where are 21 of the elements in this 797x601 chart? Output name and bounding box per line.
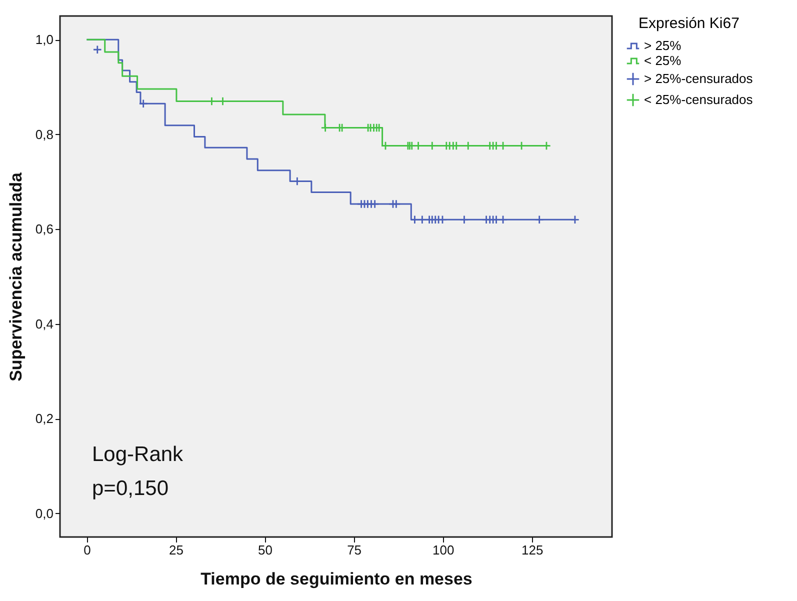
y-tick-label: 0,2 bbox=[35, 411, 54, 426]
y-tick-label: 0,6 bbox=[35, 222, 54, 237]
legend-label: > 25% bbox=[644, 38, 682, 53]
y-tick-label: 0,8 bbox=[35, 126, 54, 142]
x-tick-label: 0 bbox=[84, 542, 91, 558]
x-tick-label: 25 bbox=[169, 542, 184, 558]
annotation: p=0,150 bbox=[92, 477, 168, 500]
legend-label: < 25%-censurados bbox=[644, 92, 754, 107]
y-axis-title: Supervivencia acumulada bbox=[6, 172, 26, 382]
annotation: Log-Rank bbox=[92, 443, 184, 466]
y-tick-label: 0,0 bbox=[35, 506, 54, 521]
x-tick-label: 100 bbox=[432, 542, 454, 558]
y-tick-label: 0,4 bbox=[35, 316, 54, 332]
x-tick-label: 125 bbox=[522, 542, 544, 558]
x-axis-title: Tiempo de seguimiento en meses bbox=[200, 570, 472, 588]
x-tick-label: 75 bbox=[347, 542, 362, 558]
legend-label: < 25% bbox=[644, 53, 682, 68]
legend-title: Expresión Ki67 bbox=[638, 15, 740, 32]
legend-label: > 25%-censurados bbox=[644, 71, 754, 86]
y-tick-label: 1,0 bbox=[35, 32, 54, 48]
x-tick-label: 50 bbox=[258, 542, 273, 558]
